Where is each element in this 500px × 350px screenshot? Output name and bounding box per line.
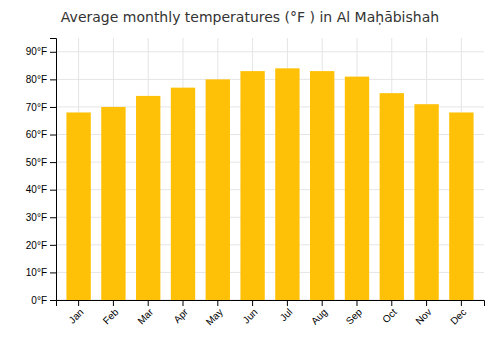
tick: 0°F bbox=[31, 295, 56, 306]
tick-label: 70°F bbox=[26, 102, 47, 113]
tick-mark bbox=[50, 217, 56, 218]
tick: Jan bbox=[67, 300, 86, 326]
y-axis: 0°F 10°F 20°F 30°F 40°F 50°F 60°F 70°F 80°F 90°F bbox=[26, 39, 57, 306]
tick: 60°F bbox=[26, 129, 56, 140]
tick-label: Mar bbox=[135, 306, 155, 326]
x-axis: Jan Feb Mar Apr May Jun Jul Aug Sep Oct Nov Dec bbox=[57, 300, 485, 328]
bar bbox=[449, 112, 473, 300]
tick-label: Jan bbox=[67, 306, 86, 325]
tick-label: Oct bbox=[380, 306, 399, 325]
tick-mark bbox=[50, 79, 56, 80]
tick: Oct bbox=[380, 300, 399, 325]
tick: Aug bbox=[309, 300, 329, 327]
tick-mark bbox=[356, 300, 357, 306]
tick: 20°F bbox=[26, 240, 56, 251]
tick-label: 10°F bbox=[26, 267, 47, 278]
tick: 30°F bbox=[26, 212, 56, 223]
chart: 0°F 10°F 20°F 30°F 40°F 50°F 60°F 70°F 80°F 90°F J… bbox=[0, 0, 500, 350]
tick-label: Aug bbox=[309, 306, 329, 326]
grid bbox=[56, 38, 484, 300]
tick-label: 60°F bbox=[26, 129, 47, 140]
tick-label: Apr bbox=[171, 306, 190, 325]
tick-mark bbox=[252, 300, 253, 306]
tick: 40°F bbox=[26, 184, 56, 195]
tick-mark bbox=[50, 107, 56, 108]
title: Average monthly temperatures (°F ) in Al… bbox=[61, 9, 439, 25]
bar bbox=[345, 77, 369, 300]
tick-mark bbox=[322, 300, 323, 306]
bar bbox=[171, 88, 195, 300]
tick: Mar bbox=[135, 300, 155, 326]
tick: Apr bbox=[171, 300, 190, 325]
axis-line bbox=[50, 39, 57, 301]
tick-mark bbox=[78, 300, 79, 306]
tick: 80°F bbox=[26, 74, 56, 85]
bar bbox=[380, 93, 404, 300]
tick-mark bbox=[461, 300, 462, 306]
grid-line bbox=[56, 79, 484, 80]
tick: Jun bbox=[240, 300, 259, 326]
tick-mark bbox=[113, 300, 114, 306]
tick: Nov bbox=[413, 300, 433, 327]
tick: Sep bbox=[344, 300, 365, 327]
tick-mark bbox=[426, 300, 427, 306]
tick: 70°F bbox=[26, 102, 56, 113]
tick: 10°F bbox=[26, 267, 56, 278]
tick-mark bbox=[50, 135, 56, 136]
tick: Dec bbox=[448, 300, 468, 327]
tick-mark bbox=[148, 300, 149, 306]
tick-label: May bbox=[204, 306, 225, 327]
tick-mark bbox=[287, 300, 288, 306]
tick-label: 50°F bbox=[26, 157, 47, 168]
tick-label: 80°F bbox=[26, 74, 47, 85]
tick-label: 0°F bbox=[31, 295, 47, 306]
tick: 50°F bbox=[26, 157, 56, 168]
tick-mark bbox=[217, 300, 218, 306]
tick-label: Jul bbox=[278, 306, 295, 323]
bar bbox=[240, 71, 264, 300]
tick-mark bbox=[50, 52, 56, 53]
tick-label: 20°F bbox=[26, 240, 47, 251]
tick-label: Nov bbox=[413, 306, 433, 326]
tick-mark bbox=[50, 162, 56, 163]
bar bbox=[66, 112, 90, 300]
tick-label: 30°F bbox=[26, 212, 47, 223]
bar bbox=[414, 104, 438, 300]
bar bbox=[136, 96, 160, 300]
bar bbox=[206, 79, 230, 300]
tick-label: Sep bbox=[344, 306, 365, 327]
tick-label: 40°F bbox=[26, 184, 47, 195]
tick-mark bbox=[50, 190, 56, 191]
tick-mark bbox=[391, 300, 392, 306]
tick-label: 90°F bbox=[26, 46, 47, 57]
tick-mark bbox=[50, 272, 56, 273]
bar bbox=[310, 71, 334, 300]
tick-label: Feb bbox=[101, 306, 121, 326]
tick-label: Dec bbox=[448, 306, 468, 326]
bar bbox=[275, 68, 299, 300]
tick: Feb bbox=[101, 300, 121, 326]
tick: Jul bbox=[278, 300, 295, 323]
tick-label: Jun bbox=[240, 306, 259, 325]
tick-mark bbox=[183, 300, 184, 306]
tick: 90°F bbox=[26, 46, 56, 57]
bar bbox=[101, 107, 125, 300]
bars bbox=[66, 68, 473, 300]
axis-line bbox=[57, 301, 485, 307]
tick-mark bbox=[50, 300, 56, 301]
grid-line bbox=[56, 51, 484, 52]
tick: May bbox=[204, 300, 225, 328]
tick-mark bbox=[50, 245, 56, 246]
